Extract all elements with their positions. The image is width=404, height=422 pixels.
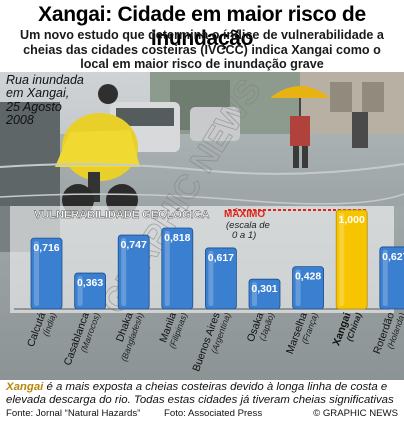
bar <box>30 237 63 310</box>
bar <box>248 278 281 310</box>
bar-shine <box>121 238 127 306</box>
chart-canvas: GRAPHIC NEWS VULNERABILIDADE GEOLÓGICA M… <box>10 72 404 373</box>
bar-shine <box>164 231 170 306</box>
source-credit: Fonte: Jornal “Natural Hazards” <box>6 408 141 419</box>
bar <box>74 272 106 310</box>
photo-caption-line: Rua inundada <box>6 73 84 87</box>
value-label: 0,428 <box>295 271 321 283</box>
vulnerability-chart: GRAPHIC NEWS VULNERABILIDADE GEOLÓGICA M… <box>0 72 404 380</box>
headline: Xangai: Cidade em maior risco de inundaç… <box>38 3 366 50</box>
value-label: 0,747 <box>121 239 147 251</box>
bar-shine <box>339 213 345 306</box>
photo-caption-line: em Xangai, <box>6 86 70 101</box>
photo-caption-line: 2008 <box>6 113 34 128</box>
bar-shine <box>252 282 257 306</box>
photo-credit: Foto: Associated Press <box>164 408 263 419</box>
bar-shine <box>295 269 301 306</box>
value-label: 0,818 <box>164 232 190 244</box>
bar-shine <box>382 249 388 306</box>
chart-title: VULNERABILIDADE GEOLÓGICA <box>34 208 209 221</box>
value-label: 0,301 <box>251 283 277 295</box>
bar-shine <box>34 241 39 306</box>
intro-text: Um novo estudo que determina o índice de… <box>20 28 384 72</box>
value-label: 0,716 <box>33 242 59 254</box>
footnote: Xangai é a mais exposta a cheias costeir… <box>6 381 402 407</box>
value-label: 0,627 <box>382 251 404 263</box>
bar <box>292 266 325 310</box>
bar-shine <box>77 276 83 306</box>
bar <box>379 246 404 310</box>
bar-group: 0,716Calcutá(Índia)0,363Casablanca(Marro… <box>14 209 404 373</box>
bar <box>161 227 194 310</box>
max-label: MÁXIMO <box>224 207 265 220</box>
value-label: 0,363 <box>77 277 103 289</box>
bar <box>117 234 150 310</box>
bar-shine <box>208 250 214 306</box>
copyright-credit: © GRAPHIC NEWS <box>313 408 398 419</box>
photo-caption-line: 25 Agosto <box>6 99 62 114</box>
scale-label: 0 a 1) <box>232 230 256 241</box>
scale-label: (escala de <box>226 220 270 231</box>
chart-background <box>10 206 394 313</box>
photo-caption: Rua inundada em Xangai, 25 Agosto 2008 <box>6 73 136 128</box>
footnote-highlight: Xangai <box>6 381 44 393</box>
footnote-text: é a mais exposta a cheias costeiras devi… <box>6 381 394 406</box>
bar <box>204 247 237 310</box>
footer: Fonte: Jornal “Natural Hazards” Foto: As… <box>0 408 404 422</box>
value-label: 1,000 <box>339 214 365 226</box>
value-label: 0,617 <box>208 252 234 264</box>
bar <box>335 209 368 310</box>
